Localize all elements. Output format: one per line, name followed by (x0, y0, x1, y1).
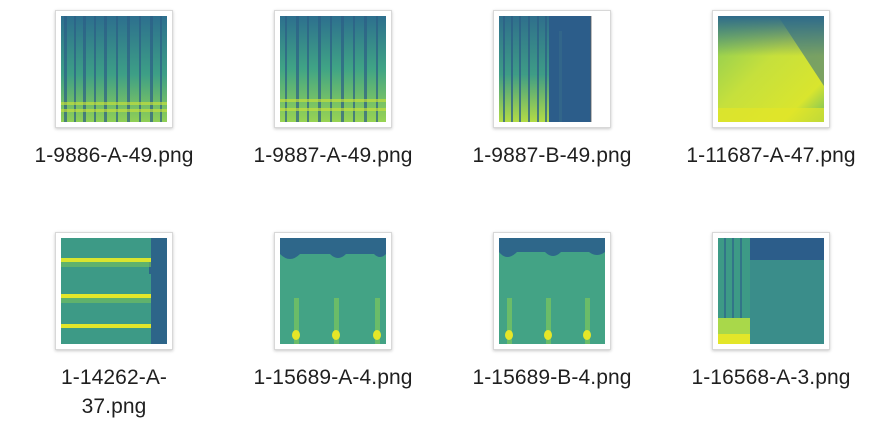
file-name[interactable]: 1-15689-A-4.png (253, 366, 413, 389)
spectrogram-thumbnail-image (61, 238, 167, 344)
file-name[interactable]: 1-14262-A-37.png (60, 366, 168, 418)
file-item[interactable]: 1-9886-A-49.png (4, 3, 224, 213)
file-thumbnail[interactable] (712, 10, 830, 128)
file-item[interactable]: 1-15689-B-4.png (442, 225, 662, 435)
file-thumbnail[interactable] (493, 232, 611, 350)
file-item[interactable]: 1-16568-A-3.png (661, 225, 881, 435)
file-item[interactable]: 1-9887-A-49.png (223, 3, 443, 213)
file-name[interactable]: 1-11687-A-47.png (686, 144, 856, 167)
file-name[interactable]: 1-9887-A-49.png (253, 144, 413, 167)
spectrogram-thumbnail-image (718, 238, 824, 344)
file-thumbnail[interactable] (55, 232, 173, 350)
file-item[interactable]: 1-15689-A-4.png (223, 225, 443, 435)
spectrogram-thumbnail-image (280, 238, 386, 344)
file-item[interactable]: 1-14262-A-37.png (4, 225, 224, 435)
spectrogram-thumbnail-image (499, 238, 605, 344)
file-thumbnail[interactable] (274, 232, 392, 350)
file-name[interactable]: 1-9887-B-49.png (472, 144, 632, 167)
file-thumbnail[interactable] (493, 10, 611, 128)
file-name[interactable]: 1-9886-A-49.png (34, 144, 194, 167)
file-name[interactable]: 1-16568-A-3.png (691, 366, 851, 389)
spectrogram-thumbnail-image (718, 16, 824, 122)
file-name[interactable]: 1-15689-B-4.png (472, 366, 632, 389)
spectrogram-thumbnail-image (61, 16, 167, 122)
file-thumbnail[interactable] (274, 10, 392, 128)
file-thumbnail[interactable] (712, 232, 830, 350)
file-item[interactable]: 1-9887-B-49.png (442, 3, 662, 213)
file-thumbnail[interactable] (55, 10, 173, 128)
file-item[interactable]: 1-11687-A-47.png (661, 3, 881, 213)
spectrogram-thumbnail-image (499, 16, 605, 122)
spectrogram-thumbnail-image (280, 16, 386, 122)
